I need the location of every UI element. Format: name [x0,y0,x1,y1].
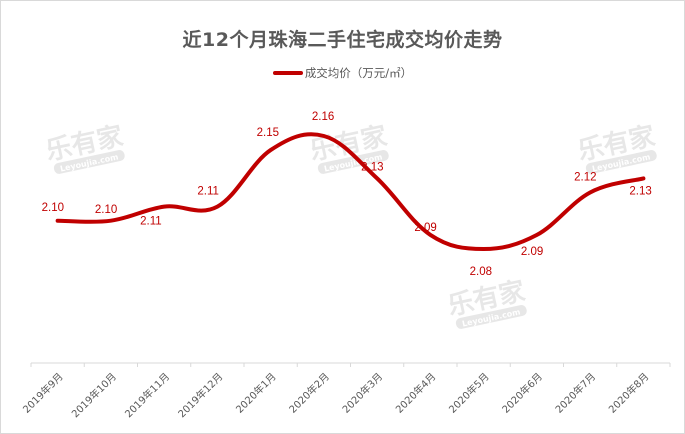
price-trend-line [55,132,646,252]
data-label: 2.11 [140,216,162,228]
data-label: 2.12 [574,172,596,184]
x-axis-label: 2019年10月 [69,370,119,420]
data-label: 2.13 [629,185,651,197]
legend: 成交均价（万元/㎡） [0,65,685,81]
data-label: 2.15 [257,127,279,139]
x-axis [30,362,671,367]
chart-title: 近12个月珠海二手住宅成交均价走势 [182,29,503,51]
x-axis-label: 2020年7月 [552,370,598,416]
x-axis-label: 2020年1月 [233,370,279,416]
x-axis-label: 2020年6月 [499,370,545,416]
data-labels: 2.10 2.10 2.11 2.11 2.15 2.16 2.13 2.09 2.08 2.09… [42,111,652,278]
data-label: 2.13 [361,161,383,173]
data-label: 2.09 [521,246,543,258]
x-axis-label: 2019年11月 [122,370,172,420]
x-axis-label: 2019年9月 [20,370,66,416]
data-label: 2.08 [470,266,492,278]
data-label: 2.10 [95,204,117,216]
x-axis-label: 2020年4月 [393,370,439,416]
x-axis-labels: 2019年9月 2019年10月 2019年11月 2019年12月 2020年1月 20… [20,370,652,420]
x-axis-label: 2020年3月 [339,370,385,416]
data-label: 2.10 [42,202,64,214]
x-axis-label: 2019年12月 [175,370,225,420]
x-axis-label: 2020年8月 [606,370,652,416]
data-label: 2.09 [414,222,436,234]
data-label: 2.11 [197,186,219,198]
x-axis-label: 2020年5月 [446,370,492,416]
x-axis-label: 2020年2月 [286,370,332,416]
data-label: 2.16 [312,111,334,123]
legend-label: 成交均价（万元/㎡） [304,66,413,80]
legend-line-swatch [272,71,303,75]
